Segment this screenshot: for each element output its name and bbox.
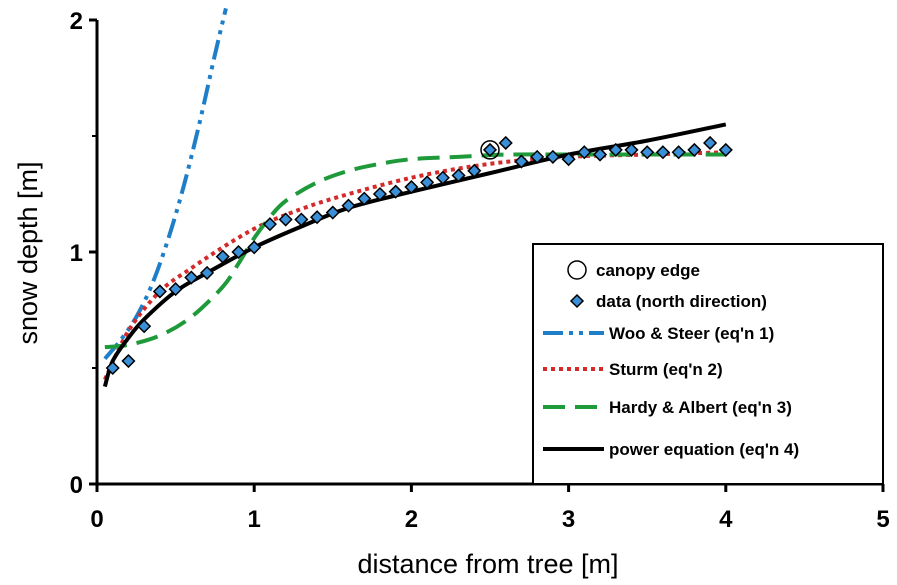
data-point [215,249,230,264]
data-point [278,212,293,227]
data-point [451,168,466,183]
y-tick-label: 1 [70,240,83,267]
data-point [388,184,403,199]
series-line-2 [103,7,228,361]
data-point [530,149,545,164]
x-tick-label: 3 [562,506,575,533]
data-point [310,210,325,225]
data-point [592,147,608,162]
legend: canopy edge data (north direction) Woo & S… [532,243,884,485]
data-point [624,142,639,157]
data-point [577,145,592,160]
data-point [247,240,262,255]
y-tick-label: 0 [70,472,83,499]
data-point [137,319,152,334]
data-point [341,198,356,213]
data-point [640,145,655,160]
data-point [325,205,340,220]
data-point [404,179,419,195]
data-point [105,360,120,376]
plot-area [102,7,733,388]
data-point [671,145,686,160]
x-tick-label: 1 [248,506,261,533]
data-point [435,170,450,185]
y-ticks: 0 1 2 [70,8,97,499]
data-point [608,142,623,157]
legend-label: data (north direction) [596,292,767,311]
data-point [231,244,246,260]
legend-label: canopy edge [596,261,700,280]
canopy-edge-point [480,140,500,160]
data-point [545,149,560,164]
data-point [262,217,277,232]
data-point [372,186,388,202]
legend-symbol [567,260,587,280]
y-axis-title: snow depth [m] [13,161,43,344]
legend-symbol [569,293,585,309]
data-point [199,265,215,280]
data-point [498,135,513,151]
legend-label: Sturm (eq'n 2) [609,360,723,379]
data-point [121,353,136,369]
x-tick-label: 4 [719,506,733,533]
data-point [482,142,498,157]
x-axis-title: distance from tree [m] [357,549,618,579]
legend-label: Hardy & Albert (eq'n 3) [609,398,792,417]
data-point [152,284,167,299]
data-point [655,145,670,160]
data-point [561,152,576,167]
data-point [467,163,482,178]
data-point [357,191,372,206]
y-tick-label: 2 [70,8,83,35]
legend-label: Woo & Steer (eq'n 1) [609,324,774,343]
data-point [294,212,309,227]
x-ticks: 0 1 2 3 4 5 [90,484,890,533]
data-point [514,154,529,169]
legend-label: power equation (eq'n 4) [609,440,799,459]
data-point [420,175,435,190]
data-point [168,282,183,297]
data-point [687,142,702,157]
x-tick-label: 5 [876,506,889,533]
data-point [718,142,733,157]
data-point [703,135,718,151]
data-point [184,270,199,285]
legend-box [532,243,884,485]
x-tick-label: 0 [90,506,103,533]
series-line-4 [104,152,726,350]
x-tick-label: 2 [405,506,418,533]
